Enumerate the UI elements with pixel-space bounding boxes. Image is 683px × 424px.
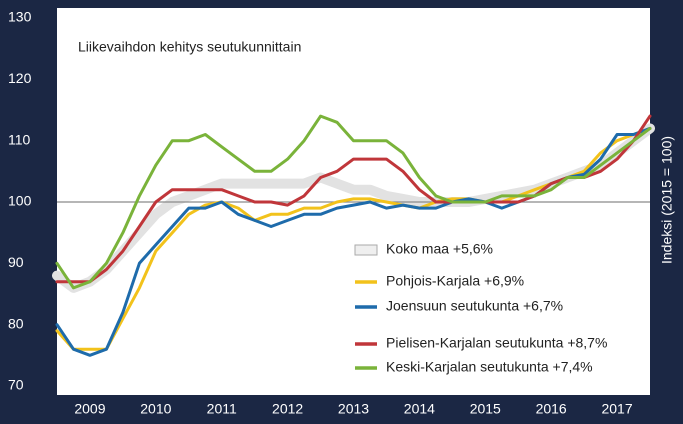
y-tick-label: 80 — [8, 315, 24, 331]
x-tick-label: 2013 — [338, 401, 369, 417]
x-tick-label: 2009 — [74, 401, 105, 417]
y-tick-label: 100 — [8, 193, 32, 209]
y-tick-label: 120 — [8, 70, 32, 86]
x-tick-label: 2014 — [404, 401, 435, 417]
y-tick-label: 90 — [8, 254, 24, 270]
chart-title: Liikevaihdon kehitys seutukunnittain — [78, 39, 301, 55]
legend-label: Joensuun seutukunta +6,7% — [386, 298, 563, 314]
x-tick-label: 2016 — [536, 401, 567, 417]
x-tick-label: 2017 — [601, 401, 632, 417]
x-tick-label: 2010 — [140, 401, 171, 417]
legend-label: Keski-Karjalan seutukunta +7,4% — [386, 359, 593, 375]
legend-swatch — [355, 245, 377, 255]
x-tick-label: 2015 — [470, 401, 501, 417]
chart: Liikevaihdon kehitys seutukunnittain Ind… — [0, 0, 683, 424]
y-tick-label: 70 — [8, 377, 24, 393]
x-tick-label: 2012 — [272, 401, 303, 417]
x-tick-label: 2011 — [207, 401, 237, 417]
y-tick-label: 110 — [8, 131, 31, 147]
legend-label: Pielisen-Karjalan seutukunta +8,7% — [386, 335, 607, 351]
y-tick-label: 130 — [8, 9, 32, 25]
y-axis-label: Indeksi (2015 = 100) — [659, 136, 675, 264]
legend-label: Pohjois-Karjala +6,9% — [386, 273, 524, 289]
legend-label: Koko maa +5,6% — [386, 241, 493, 257]
